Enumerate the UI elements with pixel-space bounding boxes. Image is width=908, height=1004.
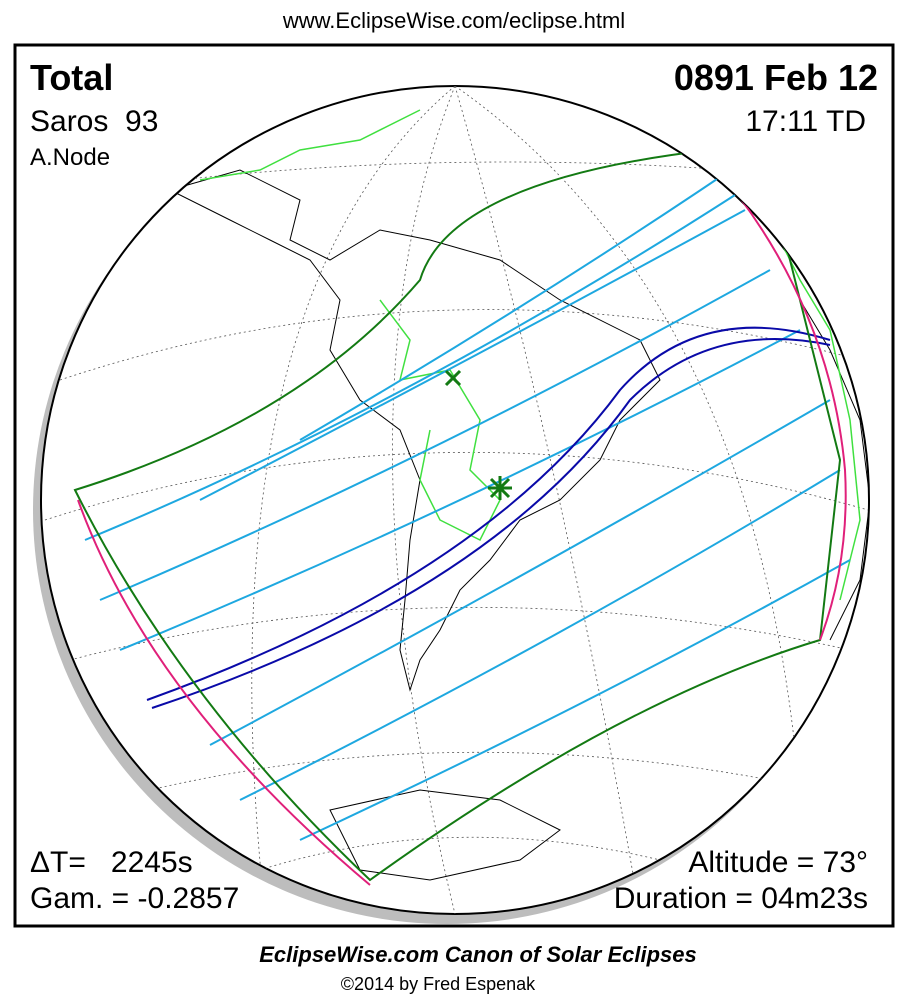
graticule — [44, 86, 869, 914]
footer-credit: ©2014 by Fred Espenak — [341, 974, 536, 994]
time: 17:11 TD — [745, 105, 866, 138]
duration: Duration = 04m23s — [614, 882, 868, 915]
map-content — [44, 86, 869, 914]
date: 0891 Feb 12 — [674, 57, 878, 98]
footer-title: EclipseWise.com Canon of Solar Eclipses — [259, 942, 697, 967]
marker-greatest-eclipse — [488, 476, 512, 500]
url: www.EclipseWise.com/eclipse.html — [282, 8, 625, 33]
markers — [444, 369, 512, 500]
gamma: Gam. = -0.2857 — [30, 882, 239, 915]
saros: Saros 93 — [30, 105, 158, 138]
eclipse-type: Total — [30, 57, 113, 98]
coastlines — [168, 109, 869, 881]
delta-t: ΔT= 2245s — [30, 846, 193, 879]
node: A.Node — [30, 144, 110, 171]
eclipse-path — [73, 148, 851, 886]
marker-greatest-duration — [444, 369, 462, 387]
altitude: Altitude = 73° — [688, 846, 868, 879]
